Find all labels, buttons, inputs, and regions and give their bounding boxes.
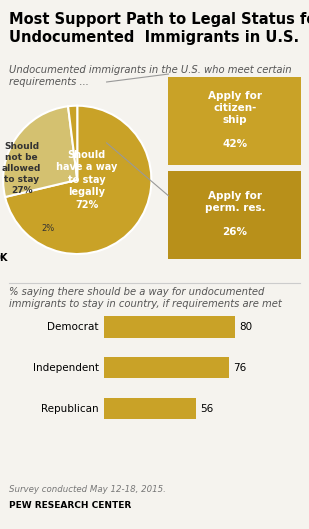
Text: Republican: Republican — [41, 404, 99, 414]
Wedge shape — [68, 106, 77, 180]
Bar — [104, 398, 196, 419]
Text: 2%: 2% — [41, 224, 54, 233]
Text: Apply for
citizen-
ship

42%: Apply for citizen- ship 42% — [208, 91, 262, 149]
Text: % saying there should be a way for undocumented
immigrants to stay in country, i: % saying there should be a way for undoc… — [9, 287, 282, 309]
Text: 80: 80 — [239, 322, 252, 332]
Text: DK: DK — [0, 253, 7, 263]
Wedge shape — [3, 106, 77, 197]
Text: Undocumented immigrants in the U.S. who meet certain
requirements ...: Undocumented immigrants in the U.S. who … — [9, 65, 292, 87]
Text: Survey conducted May 12-18, 2015.: Survey conducted May 12-18, 2015. — [9, 485, 166, 494]
Text: Apply for
perm. res.

26%: Apply for perm. res. 26% — [205, 191, 265, 237]
Bar — [168, 171, 301, 259]
Text: Should
have a way
to stay
legally
72%: Should have a way to stay legally 72% — [56, 150, 117, 209]
Text: Independent: Independent — [32, 363, 99, 373]
Wedge shape — [5, 106, 151, 254]
Text: 76: 76 — [233, 363, 246, 373]
Text: Democrat: Democrat — [47, 322, 99, 332]
Text: PEW RESEARCH CENTER: PEW RESEARCH CENTER — [9, 501, 132, 510]
Bar — [104, 316, 235, 338]
Bar — [168, 77, 301, 165]
Bar — [104, 357, 229, 378]
Text: Most Support Path to Legal Status for
Undocumented  Immigrants in U.S.: Most Support Path to Legal Status for Un… — [9, 12, 309, 44]
Text: Should
not be
allowed
to stay
27%: Should not be allowed to stay 27% — [2, 142, 41, 195]
Text: 56: 56 — [200, 404, 213, 414]
